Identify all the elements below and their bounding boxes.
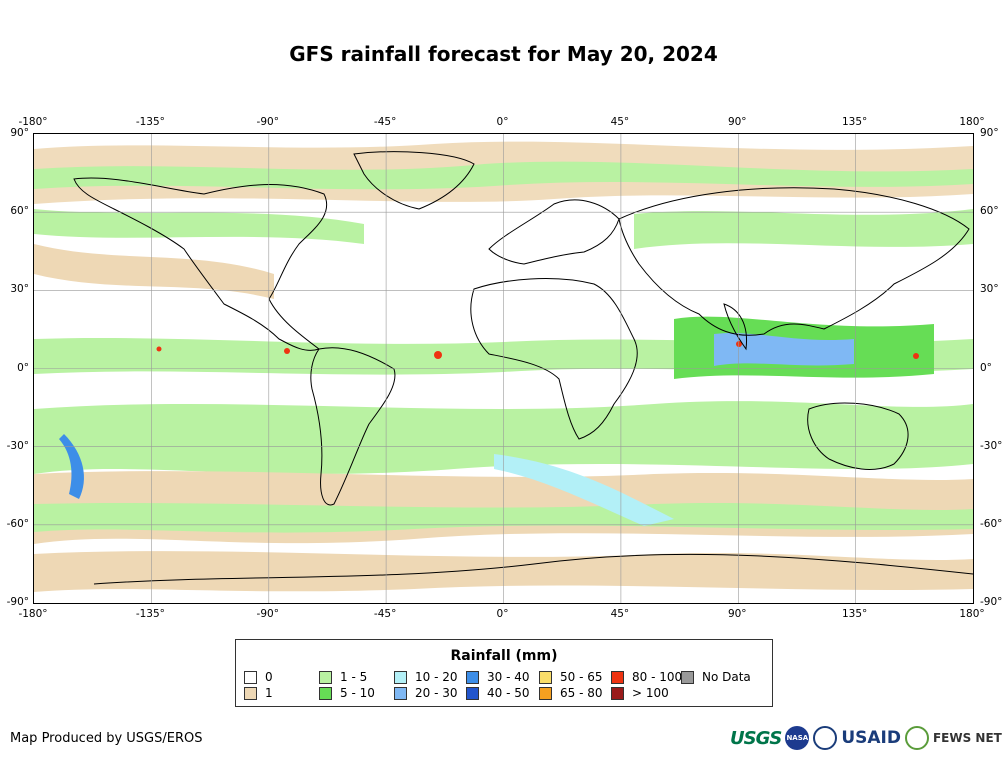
rainfall-map[interactable] (33, 133, 974, 604)
lat-tick-left: -30° (6, 439, 29, 452)
lon-tick-bottom: -90° (256, 608, 279, 620)
legend-label: 0 (265, 670, 273, 684)
lat-tick-left: 0° (17, 361, 29, 374)
legend-item: 30 - 40 (466, 670, 530, 684)
legend-swatch (244, 686, 257, 700)
legend-label: No Data (702, 670, 751, 684)
legend-swatch (319, 686, 332, 700)
lon-tick-bottom: 45° (610, 608, 630, 620)
lon-tick-bottom: 90° (727, 608, 747, 620)
lon-tick-top: -135° (135, 116, 165, 128)
legend-label: 1 (265, 686, 273, 700)
legend-item: 65 - 80 (539, 686, 603, 700)
legend-item: > 100 (611, 686, 669, 700)
legend-label: > 100 (632, 686, 669, 700)
legend-swatch (611, 670, 624, 684)
legend-swatch (394, 670, 407, 684)
lon-tick-bottom: -45° (373, 608, 397, 620)
lat-tick-right: -90° (980, 596, 1003, 608)
lon-tick-top: -180° (18, 116, 48, 128)
legend-swatch (244, 670, 257, 684)
coastlines (73, 151, 973, 585)
map-canvas (34, 134, 973, 603)
legend-label: 50 - 65 (560, 670, 603, 684)
legend-swatch (539, 686, 552, 700)
legend-label: 80 - 100 (632, 670, 683, 684)
lon-tick-top: 135° (841, 116, 868, 128)
lat-tick-right: 60° (980, 205, 999, 218)
legend-swatch (319, 670, 332, 684)
lon-tick-bottom: 180° (959, 608, 985, 620)
legend-item: 10 - 20 (394, 670, 458, 684)
partner-logos: USGS NASA USAID FEWS NET (730, 726, 1002, 750)
map-title: GFS rainfall forecast for May 20, 2024 (289, 42, 718, 66)
lat-tick-right: -30° (980, 439, 1003, 452)
legend-title: Rainfall (mm) (450, 648, 558, 664)
legend-label: 1 - 5 (340, 670, 368, 684)
fews-net-logo: FEWS NET (932, 731, 1002, 745)
lon-tick-top: 45° (610, 116, 630, 128)
lon-tick-bottom: 135° (841, 608, 868, 620)
lon-tick-top: -45° (373, 116, 397, 128)
legend-item: 20 - 30 (394, 686, 458, 700)
lon-tick-top: 90° (727, 116, 747, 128)
fews-seal-icon (904, 726, 929, 750)
lon-tick-top: -90° (256, 116, 279, 128)
legend-item: 1 - 5 (319, 670, 367, 684)
lat-tick-left: 30° (10, 283, 29, 296)
lon-tick-bottom: 0° (496, 608, 509, 620)
nasa-logo: NASA (785, 726, 810, 750)
lat-tick-left: 90° (10, 127, 29, 139)
lon-tick-top: 0° (496, 116, 509, 128)
map-credit: Map Produced by USGS/EROS (10, 731, 203, 746)
legend-label: 30 - 40 (487, 670, 530, 684)
legend-item: 1 (244, 686, 273, 700)
lat-tick-right: 30° (980, 283, 999, 296)
lat-tick-right: 0° (980, 361, 992, 374)
rainfall-legend: Rainfall (mm) 0 1 1 - 5 5 - 10 10 - 20 20 - 3… (235, 639, 773, 707)
lat-tick-left: -60° (6, 517, 29, 530)
legend-label: 40 - 50 (487, 686, 530, 700)
usaid-logo: USAID (841, 728, 901, 748)
lon-tick-bottom: -180° (18, 608, 48, 620)
lon-tick-top: 180° (959, 116, 985, 128)
lat-tick-right: -60° (980, 517, 1003, 530)
legend-swatch (466, 670, 479, 684)
legend-label: 10 - 20 (415, 670, 458, 684)
usaid-seal-icon (813, 726, 838, 750)
legend-label: 20 - 30 (415, 686, 458, 700)
legend-item: No Data (681, 670, 751, 684)
lon-tick-bottom: -135° (135, 608, 165, 620)
graticule (34, 134, 973, 603)
legend-swatch (394, 686, 407, 700)
lat-tick-left: 60° (10, 205, 29, 218)
usgs-logo: USGS (730, 727, 782, 749)
legend-item: 50 - 65 (539, 670, 603, 684)
legend-item: 40 - 50 (466, 686, 530, 700)
lat-tick-left: -90° (6, 596, 29, 608)
legend-swatch (466, 686, 479, 700)
legend-label: 65 - 80 (560, 686, 603, 700)
legend-item: 5 - 10 (319, 686, 375, 700)
legend-item: 0 (244, 670, 273, 684)
legend-item: 80 - 100 (611, 670, 682, 684)
legend-swatch (539, 670, 552, 684)
legend-label: 5 - 10 (340, 686, 375, 700)
lat-tick-right: 90° (980, 127, 999, 139)
legend-swatch (611, 686, 624, 700)
legend-swatch (681, 670, 694, 684)
